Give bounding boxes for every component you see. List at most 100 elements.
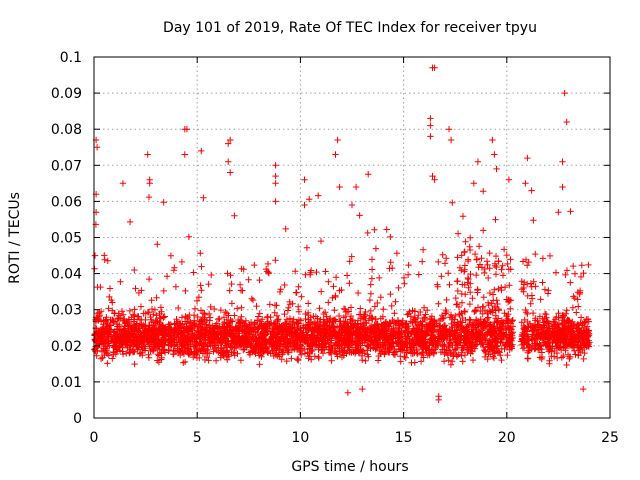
data-point xyxy=(459,358,466,365)
data-point xyxy=(361,312,368,320)
data-point xyxy=(494,300,501,308)
data-point xyxy=(402,341,409,349)
data-point xyxy=(154,357,161,364)
data-point xyxy=(426,320,434,327)
data-point xyxy=(145,193,153,201)
data-point xyxy=(334,353,341,360)
data-point xyxy=(486,265,493,272)
data-point-notable xyxy=(301,201,308,209)
data-point xyxy=(213,330,221,337)
data-point xyxy=(362,324,369,331)
data-point xyxy=(520,322,527,330)
data-point xyxy=(241,322,248,329)
data-point xyxy=(342,308,349,316)
data-point xyxy=(256,310,263,317)
data-point-notable xyxy=(505,176,513,183)
data-point xyxy=(377,294,384,301)
data-point-notable xyxy=(272,198,279,205)
data-point xyxy=(575,352,582,359)
data-point xyxy=(335,334,342,341)
data-point xyxy=(349,316,357,324)
data-point xyxy=(343,272,351,279)
y-tick-label: 0.09 xyxy=(51,86,82,102)
data-point xyxy=(465,284,472,291)
x-tick-label: 20 xyxy=(498,430,516,446)
data-point xyxy=(534,341,541,348)
data-point xyxy=(480,294,487,301)
data-point xyxy=(332,293,339,301)
data-point xyxy=(240,342,247,349)
data-point xyxy=(234,350,241,357)
data-point xyxy=(500,246,508,253)
data-point xyxy=(284,307,292,314)
data-point xyxy=(500,320,507,327)
data-point xyxy=(469,295,476,302)
data-point-notable xyxy=(528,187,535,194)
data-point xyxy=(454,287,461,295)
data-point xyxy=(371,334,378,341)
data-point xyxy=(389,316,396,324)
data-point xyxy=(231,212,238,219)
data-point xyxy=(126,348,133,356)
data-point xyxy=(541,286,549,293)
data-point xyxy=(256,276,263,284)
data-point xyxy=(136,316,144,323)
data-point-notable xyxy=(445,126,453,133)
data-point xyxy=(492,271,500,278)
data-point xyxy=(145,351,152,358)
data-point xyxy=(228,300,236,307)
data-point xyxy=(197,282,204,289)
data-point-notable xyxy=(227,136,234,144)
data-point xyxy=(313,336,320,343)
data-point xyxy=(569,304,577,311)
data-point xyxy=(424,307,431,314)
data-point xyxy=(461,308,469,316)
data-point xyxy=(530,217,537,224)
data-point xyxy=(340,305,348,312)
data-point xyxy=(584,342,592,350)
data-point xyxy=(104,333,111,341)
data-point xyxy=(288,332,295,340)
data-point xyxy=(161,331,168,339)
data-point xyxy=(551,323,558,330)
data-point xyxy=(442,306,449,314)
data-point xyxy=(552,269,560,276)
data-point xyxy=(493,297,500,304)
data-point xyxy=(484,315,491,323)
data-point xyxy=(217,331,225,338)
x-tick-label: 10 xyxy=(291,430,309,446)
data-point xyxy=(171,331,178,339)
data-point xyxy=(362,357,369,364)
data-point xyxy=(154,326,162,333)
data-point xyxy=(404,271,412,278)
data-point xyxy=(104,319,111,327)
data-point xyxy=(96,309,103,316)
data-point xyxy=(263,314,271,321)
data-point xyxy=(487,321,494,328)
data-point xyxy=(504,296,512,303)
data-point xyxy=(259,344,266,351)
data-point xyxy=(446,331,453,338)
data-point xyxy=(273,312,281,319)
data-point xyxy=(430,318,438,326)
data-point xyxy=(123,332,131,339)
data-point xyxy=(251,328,259,335)
data-point xyxy=(495,305,502,313)
data-point xyxy=(262,321,269,328)
data-point xyxy=(575,303,582,310)
data-point xyxy=(190,353,197,361)
data-point xyxy=(298,333,306,340)
data-point xyxy=(388,344,395,351)
data-point xyxy=(520,281,528,288)
data-point xyxy=(109,355,116,362)
data-point xyxy=(372,245,380,252)
data-point xyxy=(94,283,101,291)
data-point xyxy=(482,348,489,355)
data-point xyxy=(237,319,244,327)
data-point xyxy=(298,293,305,300)
data-point xyxy=(310,313,317,320)
data-point xyxy=(181,338,188,345)
data-point xyxy=(195,294,203,301)
data-point xyxy=(485,301,492,309)
data-point xyxy=(148,318,155,326)
